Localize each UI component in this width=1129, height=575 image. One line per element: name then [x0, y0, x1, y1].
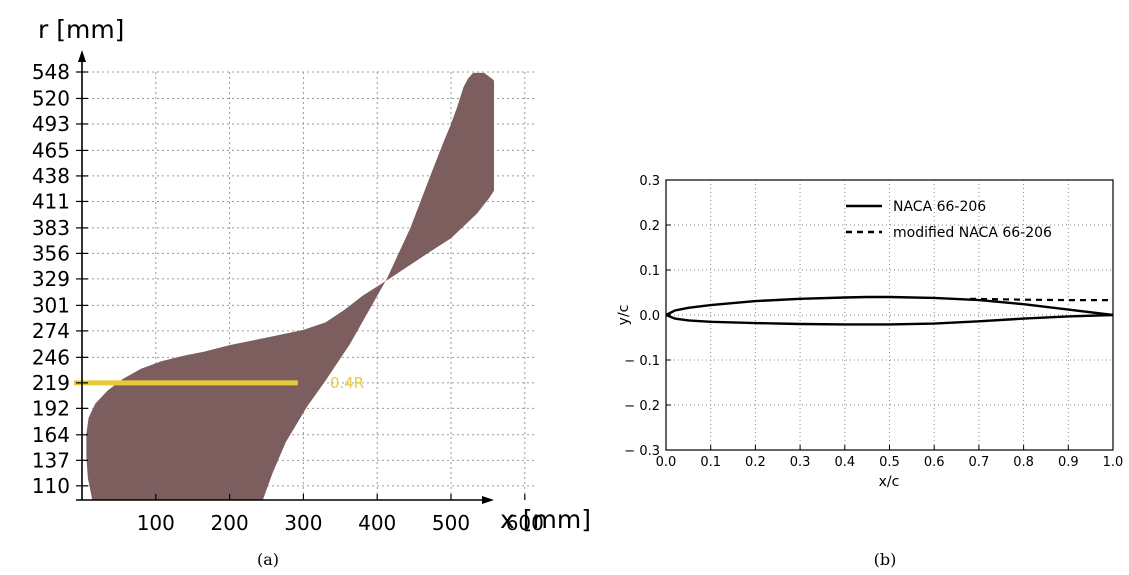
b-y-tick-label-0: 0.3: [639, 174, 660, 189]
b-x-tick-label-0.5: 0.5: [879, 455, 900, 470]
y-tick-label-438: 438: [32, 164, 70, 188]
x-tick-label-600: 600: [506, 511, 544, 535]
chart-b: 0.0 0.1 0.2 0.3 0.4 0.5 0.6 0.7 0.8 0.9 1.0 0.3 0.2 0…: [616, 174, 1123, 490]
x-tick-label-200: 200: [211, 511, 249, 535]
y-tick-label-356: 356: [32, 241, 70, 265]
x-tick-label-100: 100: [137, 511, 175, 535]
y-tick-label-329: 329: [32, 267, 70, 291]
y-tick-label-465: 465: [32, 138, 70, 162]
b-y-tick-label-5: − 0.2: [624, 399, 660, 414]
y-tick-label-548: 548: [32, 60, 70, 84]
caption-b: (b): [874, 550, 897, 569]
y-axis-arrow: [78, 50, 86, 62]
b-x-tick-label-0.4: 0.4: [834, 455, 855, 470]
x-axis-label-b: x/c: [879, 474, 900, 490]
y-tick-label-411: 411: [32, 189, 70, 213]
b-x-tick-label-1.0: 1.0: [1103, 455, 1124, 470]
y-tick-label-219: 219: [32, 371, 70, 395]
y-tick-label-164: 164: [32, 423, 70, 447]
blade-shape: [86, 72, 494, 500]
y-tick-label-520: 520: [32, 86, 70, 110]
x-axis-label-a: x [mm]: [500, 505, 591, 534]
series-b: [666, 295, 1113, 326]
x-axis-arrow: [482, 496, 494, 504]
y-tick-label-383: 383: [32, 216, 70, 240]
y-tick-label-110: 110: [32, 474, 70, 498]
grid-b: [666, 180, 1113, 450]
caption-a: (a): [257, 550, 279, 569]
b-y-tick-label-2: 0.1: [639, 264, 660, 279]
annotation-0-4r: 0.4R: [330, 374, 364, 392]
b-x-tick-label-0.1: 0.1: [700, 455, 721, 470]
b-x-tick-label-0.0: 0.0: [656, 455, 677, 470]
x-tick-label-500: 500: [432, 511, 470, 535]
y-tick-label-493: 493: [32, 112, 70, 136]
x-tick-label-400: 400: [358, 511, 396, 535]
naca-lower-line: [666, 313, 1113, 326]
y-tick-label-246: 246: [32, 345, 70, 369]
chart-a: 0.4R 100 200 300 400 500 600 1101371641922192…: [32, 15, 591, 535]
y-tick-label-192: 192: [32, 396, 70, 420]
y-tick-label-301: 301: [32, 293, 70, 317]
b-y-tick-label-4: − 0.1: [624, 354, 660, 369]
b-x-tick-label-0.2: 0.2: [745, 455, 766, 470]
b-x-tick-label-0.6: 0.6: [924, 455, 945, 470]
y-ticks-a: 1101371641922192462743013293563834114384…: [32, 60, 88, 498]
legend-b: NACA 66-206 modified NACA 66-206: [846, 199, 1052, 241]
y-tick-label-137: 137: [32, 448, 70, 472]
b-y-tick-label-1: 0.2: [639, 219, 660, 234]
x-tick-label-300: 300: [284, 511, 322, 535]
y-axis-label-b: y/c: [616, 305, 632, 326]
b-x-tick-label-0.7: 0.7: [969, 455, 990, 470]
b-y-tick-label-3: 0.0: [639, 309, 660, 324]
x-ticks-a: 100 200 300 400 500 600: [137, 494, 544, 535]
b-x-tick-label-0.9: 0.9: [1058, 455, 1079, 470]
naca-upper-line: [666, 295, 1113, 317]
legend-label-modified: modified NACA 66-206: [893, 225, 1052, 241]
ticks-b: 0.0 0.1 0.2 0.3 0.4 0.5 0.6 0.7 0.8 0.9 1.0 0.3 0.2 0…: [624, 174, 1123, 470]
b-x-tick-label-0.3: 0.3: [790, 455, 811, 470]
legend-label-naca: NACA 66-206: [893, 199, 986, 215]
modified-naca-upper-line: [969, 297, 1113, 302]
b-x-tick-label-0.8: 0.8: [1013, 455, 1034, 470]
b-y-tick-label-6: − 0.3: [624, 444, 660, 459]
y-axis-label-a: r [mm]: [38, 15, 124, 44]
y-tick-label-274: 274: [32, 319, 70, 343]
